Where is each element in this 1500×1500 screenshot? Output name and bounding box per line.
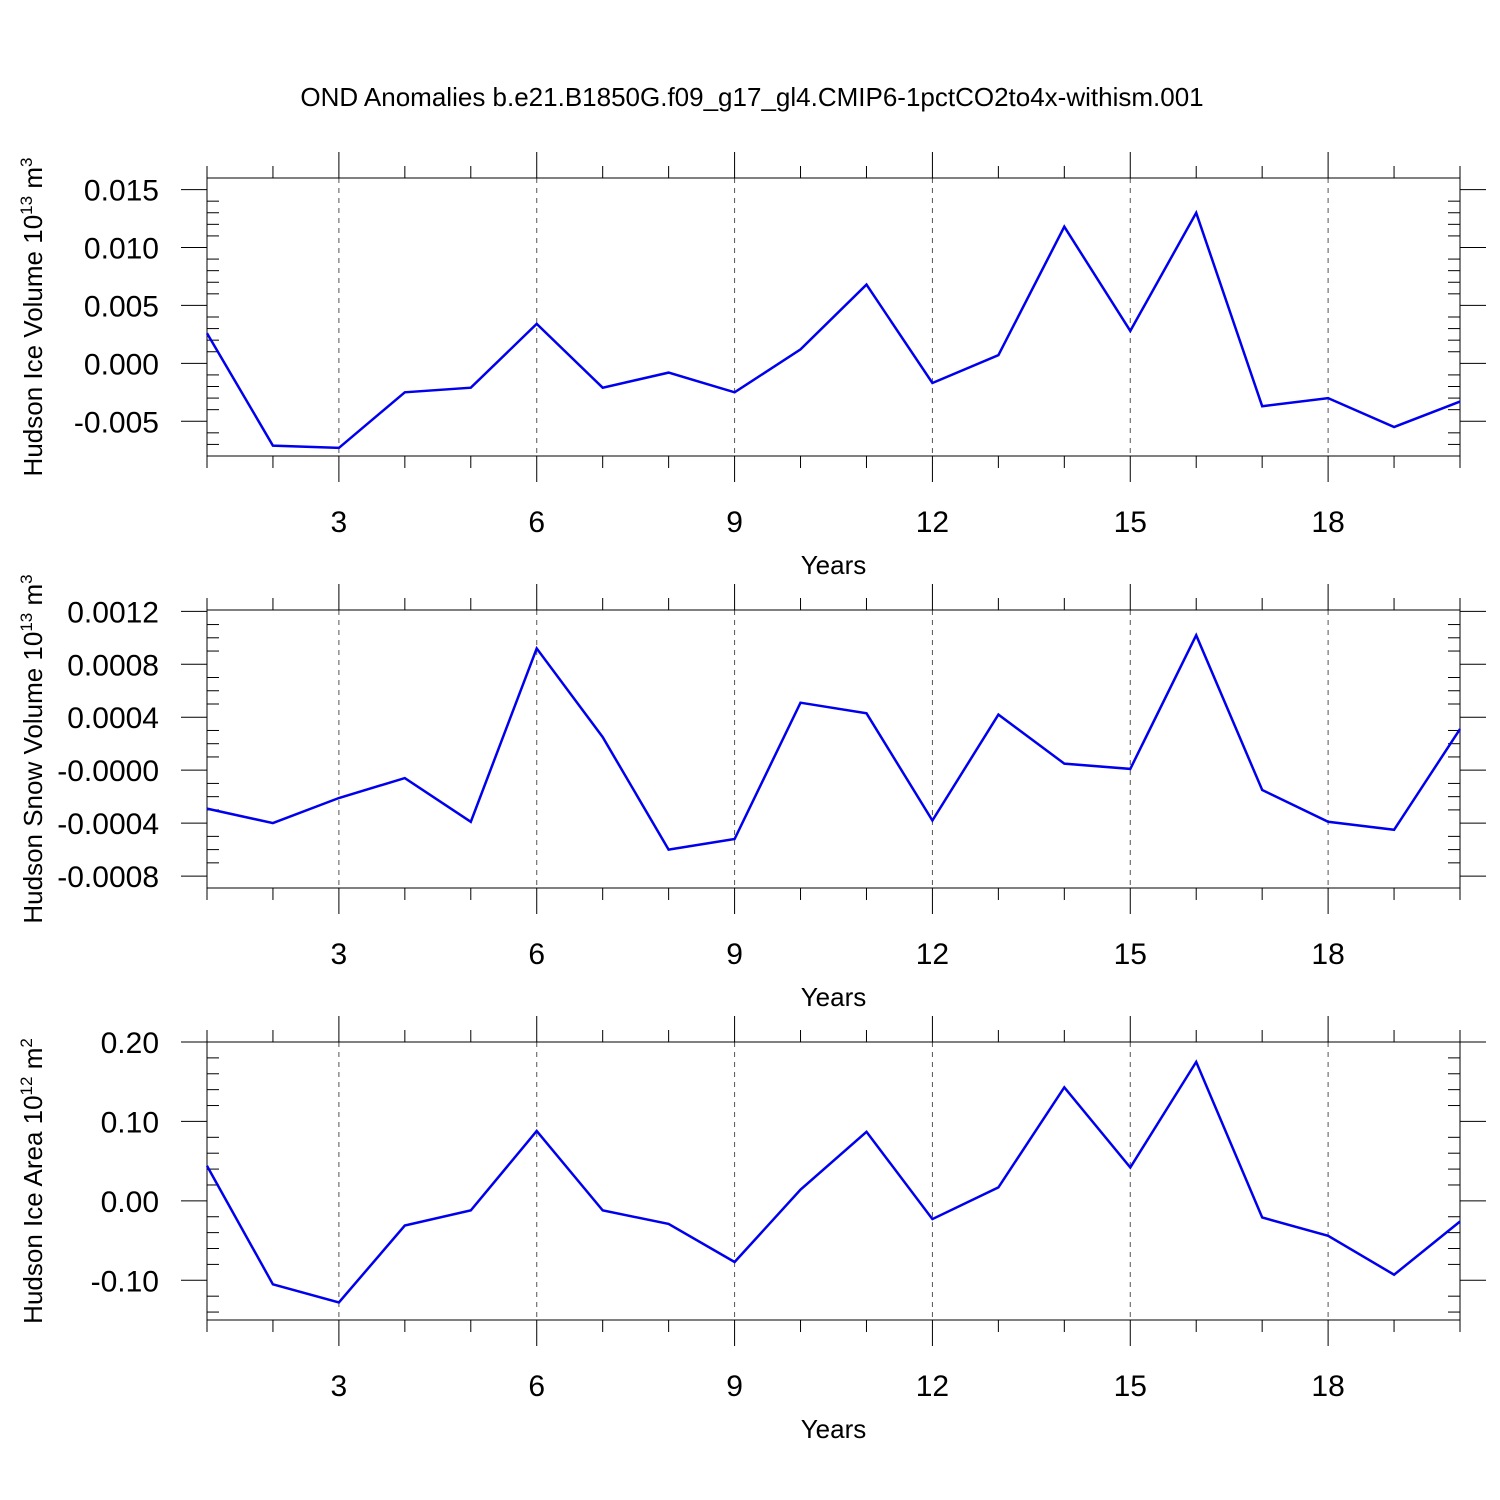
- x-axis-label: Years: [801, 1414, 867, 1444]
- x-tick-label: 6: [528, 506, 545, 539]
- y-tick-label: 0.0004: [67, 702, 159, 735]
- figure-title: OND Anomalies b.e21.B1850G.f09_g17_gl4.C…: [300, 82, 1203, 112]
- y-axis-label: Hudson Snow Volume 1013 m3: [17, 574, 48, 923]
- x-tick-label: 12: [916, 1370, 949, 1403]
- x-axis-label: Years: [801, 550, 867, 580]
- y-tick-label: -0.0000: [57, 755, 159, 788]
- y-tick-label: 0.010: [84, 233, 159, 266]
- x-tick-label: 9: [726, 1370, 743, 1403]
- y-tick-label: -0.0004: [57, 808, 159, 841]
- y-tick-label: 0.000: [84, 348, 159, 381]
- x-tick-label: 18: [1311, 506, 1344, 539]
- y-tick-label: -0.0008: [57, 861, 159, 894]
- series-line: [205, 209, 1461, 450]
- x-tick-label: 15: [1114, 506, 1147, 539]
- panel-ice-volume: 3 6 9 12 15 18 0.015 0.010 0.005 0.000 -0.005 Years…: [17, 152, 1486, 580]
- x-tick-label: 3: [331, 1370, 348, 1403]
- x-tick-label: 6: [528, 1370, 545, 1403]
- x-tick-label: 3: [331, 506, 348, 539]
- x-tick-label: 12: [916, 938, 949, 971]
- plot-frame: [206, 1041, 1461, 1321]
- y-tick-label: 0.00: [101, 1186, 159, 1219]
- series-line: [206, 632, 1462, 851]
- x-tick-label: 18: [1311, 1370, 1344, 1403]
- y-tick-label: 0.015: [84, 175, 159, 208]
- y-tick-label: 0.005: [84, 290, 159, 323]
- y-tick-label: 0.10: [101, 1106, 159, 1139]
- x-tick-label: 9: [726, 506, 743, 539]
- panel-ice-area: 3 6 9 12 15 18 0.20 0.10 0.00 -0.10 Years Hudson Ic…: [17, 1016, 1486, 1444]
- plot-frame: [206, 609, 1461, 889]
- y-tick-label: -0.10: [91, 1265, 159, 1298]
- y-axis-label: Hudson Ice Volume 1013 m3: [17, 158, 48, 477]
- x-axis-label: Years: [801, 982, 867, 1012]
- series-line: [205, 1059, 1461, 1304]
- y-tick-label: 0.0012: [67, 596, 159, 629]
- y-axis-label: Hudson Ice Area 1012 m2: [17, 1038, 48, 1324]
- panel-snow-volume: 3 6 9 12 15 18 0.0012 0.0008 0.0004 -0.0000 -0.000…: [17, 574, 1486, 1012]
- x-tick-label: 18: [1311, 938, 1344, 971]
- x-tick-label: 9: [726, 938, 743, 971]
- x-tick-label: 12: [916, 506, 949, 539]
- x-tick-label: 6: [528, 938, 545, 971]
- x-tick-label: 3: [331, 938, 348, 971]
- y-tick-label: 0.0008: [67, 649, 159, 682]
- y-tick-label: 0.20: [101, 1027, 159, 1060]
- y-tick-label: -0.005: [74, 406, 159, 439]
- x-tick-label: 15: [1114, 1370, 1147, 1403]
- x-tick-label: 15: [1114, 938, 1147, 971]
